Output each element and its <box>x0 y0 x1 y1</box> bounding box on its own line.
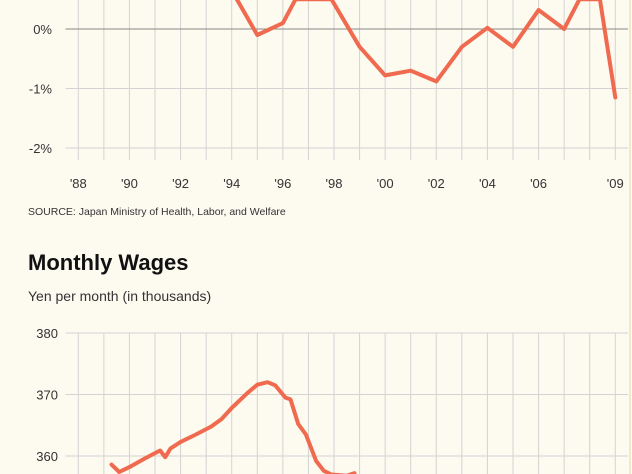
series-bottom <box>109 380 357 474</box>
y-ticks-bottom: 380 370 360 <box>36 326 58 464</box>
y-ticks-top: 0% -1% -2% <box>29 22 53 156</box>
y-tick-label: 380 <box>36 326 58 341</box>
grid-bottom <box>65 332 629 474</box>
chart-top: 0%-1%-2% '88'90'92'94'96'98'00'02'04'06 '… <box>29 0 629 191</box>
y-tick-label: 0% <box>33 22 52 37</box>
source-note: SOURCE: Japan Ministry of Health, Labor,… <box>28 206 286 218</box>
chart-subtitle: Yen per month (in thousands) <box>28 288 212 304</box>
y-tick-label: -1% <box>29 82 53 97</box>
x-tick-label: '92 <box>172 176 189 191</box>
series-line-top <box>234 0 618 100</box>
y-tick-label: 370 <box>36 388 58 403</box>
x-tick-label: '94 <box>223 176 240 191</box>
x-tick-label: '88 <box>70 176 87 191</box>
x-ticks-top: '88 '90 '92 '94 '96 '98 '00 '02 '04 '06 '09 <box>70 176 624 191</box>
x-tick-label: '96 <box>274 176 291 191</box>
y-tick-label: 360 <box>36 449 58 464</box>
series-line-bottom <box>109 380 357 474</box>
series-top <box>234 0 618 100</box>
x-tick-label: '09 <box>607 176 624 191</box>
x-tick-label: '06 <box>530 176 547 191</box>
y-tick-label: -2% <box>29 141 53 156</box>
x-tick-label: '98 <box>326 176 343 191</box>
page-edge <box>629 0 631 474</box>
x-tick-label: '90 <box>121 176 138 191</box>
chart-title: Monthly Wages <box>28 250 189 275</box>
x-tick-label: '00 <box>377 176 394 191</box>
chart-bottom: 380 370 360 <box>36 326 629 474</box>
x-tick-label: '02 <box>428 176 445 191</box>
x-tick-label: '04 <box>479 176 496 191</box>
